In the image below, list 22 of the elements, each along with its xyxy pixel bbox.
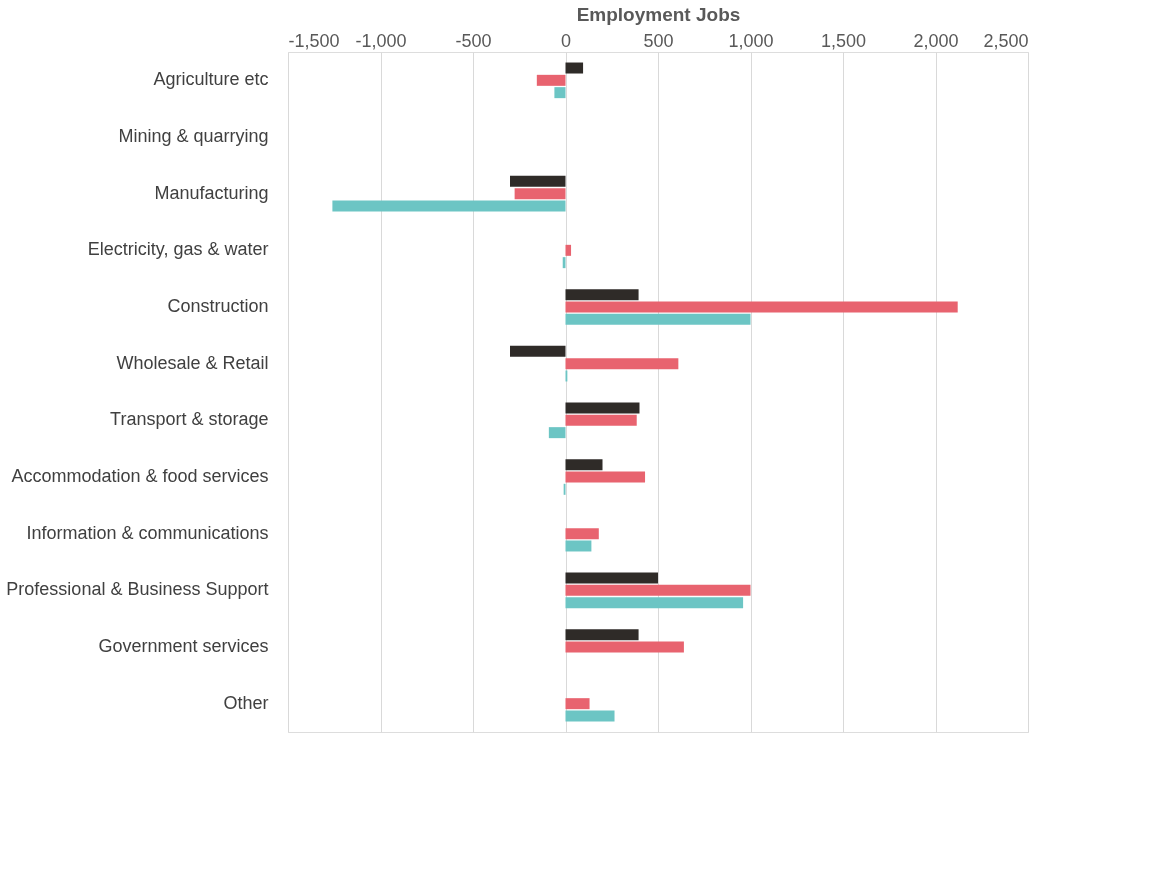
x-tick-label: -1,000 <box>355 30 407 51</box>
y-tick-label: Accommodation & food services <box>11 466 269 486</box>
y-tick-label: Manufacturing <box>154 182 269 203</box>
x-tick-label: 0 <box>560 30 572 51</box>
y-tick-label: Other <box>223 692 269 713</box>
x-tick-label: 2,500 <box>983 30 1029 51</box>
y-tick-label: Construction <box>167 296 269 316</box>
y-tick-label: Electricity, gas & water <box>87 239 269 260</box>
x-tick-label: -500 <box>455 30 492 51</box>
x-tick-label: 1,500 <box>820 30 867 51</box>
x-tick-label: 1,000 <box>728 30 774 51</box>
y-tick-label: Government services <box>98 636 269 656</box>
x-tick-label: -1,500 <box>288 30 340 51</box>
y-tick-label: Mining & quarrying <box>118 126 269 146</box>
y-tick-label: Wholesale & Retail <box>116 352 269 373</box>
y-tick-label: Transport & storage <box>110 409 269 430</box>
y-tick-label: Information & communications <box>26 522 269 543</box>
x-tick-label: 2,000 <box>913 30 959 51</box>
y-tick-label: Professional & Business Support <box>6 579 269 600</box>
x-axis-title: Employment Jobs <box>576 3 741 25</box>
x-tick-label: 500 <box>643 30 674 51</box>
y-tick-label: Agriculture etc <box>153 69 269 90</box>
